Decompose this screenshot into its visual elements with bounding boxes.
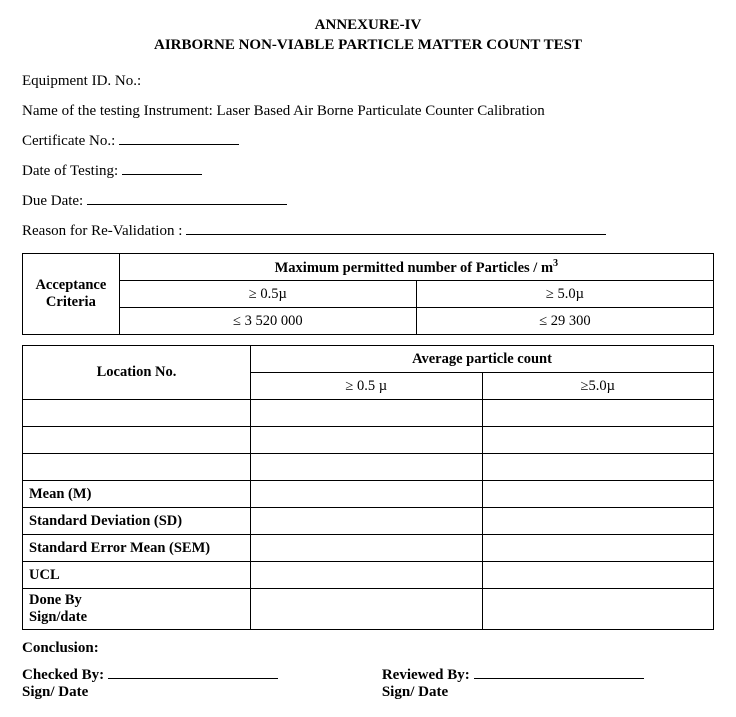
acceptance-top-header-text: Maximum permitted number of Particles / … xyxy=(275,259,553,275)
count-cell[interactable] xyxy=(482,589,714,630)
reviewed-by-label: Reviewed By: xyxy=(382,667,470,683)
count-cell[interactable] xyxy=(482,535,714,562)
conclusion-label: Conclusion: xyxy=(22,640,714,657)
acceptance-row-header: Acceptance Criteria xyxy=(23,254,120,335)
stat-label: Standard Error Mean (SEM) xyxy=(23,535,251,562)
count-data-row xyxy=(23,454,714,481)
count-data-row xyxy=(23,400,714,427)
count-stat-row: UCL xyxy=(23,562,714,589)
count-col2-header: ≥5.0µ xyxy=(482,373,714,400)
reason-field: Reason for Re-Validation : xyxy=(22,219,714,243)
reviewed-sign-date-label: Sign/ Date xyxy=(382,684,714,701)
acceptance-top-header: Maximum permitted number of Particles / … xyxy=(119,254,713,281)
location-header: Location No. xyxy=(23,346,251,400)
reason-label: Reason for Re-Validation : xyxy=(22,223,182,239)
title-block: ANNEXURE-IV AIRBORNE NON-VIABLE PARTICLE… xyxy=(22,16,714,55)
count-cell[interactable] xyxy=(251,400,482,427)
count-stat-row: Done By Sign/date xyxy=(23,589,714,630)
count-cell[interactable] xyxy=(23,427,251,454)
checked-by-label: Checked By: xyxy=(22,667,104,683)
acceptance-top-header-sup: 3 xyxy=(553,258,558,269)
stat-label: Standard Deviation (SD) xyxy=(23,508,251,535)
count-data-row xyxy=(23,427,714,454)
certificate-label: Certificate No.: xyxy=(22,133,115,149)
stat-label: Done By Sign/date xyxy=(23,589,251,630)
count-cell[interactable] xyxy=(251,454,482,481)
signature-row: Checked By: Sign/ Date Reviewed By: Sign… xyxy=(22,663,714,701)
count-cell[interactable] xyxy=(482,481,714,508)
date-of-testing-field: Date of Testing: xyxy=(22,159,714,183)
count-stat-row: Mean (M) xyxy=(23,481,714,508)
acceptance-col2-header: ≥ 5.0µ xyxy=(416,281,713,308)
acceptance-col1-value: ≤ 3 520 000 xyxy=(119,308,416,335)
count-cell[interactable] xyxy=(482,562,714,589)
checked-by-block: Checked By: Sign/ Date xyxy=(22,663,354,701)
date-of-testing-label: Date of Testing: xyxy=(22,163,118,179)
count-stat-row: Standard Deviation (SD) xyxy=(23,508,714,535)
title-line1: ANNEXURE-IV xyxy=(22,16,714,36)
count-cell[interactable] xyxy=(251,427,482,454)
count-cell[interactable] xyxy=(23,454,251,481)
checked-sign-date-label: Sign/ Date xyxy=(22,684,354,701)
particle-count-table: Location No. Average particle count ≥ 0.… xyxy=(22,345,714,630)
title-line2: AIRBORNE NON-VIABLE PARTICLE MATTER COUN… xyxy=(22,36,714,56)
reviewed-by-blank[interactable] xyxy=(474,663,644,679)
certificate-field: Certificate No.: xyxy=(22,129,714,153)
count-col1-header: ≥ 0.5 µ xyxy=(251,373,482,400)
reviewed-by-block: Reviewed By: Sign/ Date xyxy=(382,663,714,701)
date-of-testing-blank[interactable] xyxy=(122,159,202,175)
due-date-label: Due Date: xyxy=(22,193,83,209)
acceptance-col1-header: ≥ 0.5µ xyxy=(119,281,416,308)
count-cell[interactable] xyxy=(251,508,482,535)
checked-by-blank[interactable] xyxy=(108,663,278,679)
acceptance-col2-value: ≤ 29 300 xyxy=(416,308,713,335)
avg-header: Average particle count xyxy=(251,346,714,373)
reason-blank[interactable] xyxy=(186,219,606,235)
count-cell[interactable] xyxy=(482,454,714,481)
count-cell[interactable] xyxy=(482,400,714,427)
count-cell[interactable] xyxy=(251,481,482,508)
count-cell[interactable] xyxy=(251,589,482,630)
instrument-field: Name of the testing Instrument: Laser Ba… xyxy=(22,99,714,123)
certificate-blank[interactable] xyxy=(119,129,239,145)
due-date-field: Due Date: xyxy=(22,189,714,213)
count-cell[interactable] xyxy=(23,400,251,427)
count-cell[interactable] xyxy=(482,427,714,454)
equipment-id-field: Equipment ID. No.: xyxy=(22,69,714,93)
acceptance-criteria-table: Acceptance Criteria Maximum permitted nu… xyxy=(22,253,714,335)
count-stat-row: Standard Error Mean (SEM) xyxy=(23,535,714,562)
count-cell[interactable] xyxy=(251,562,482,589)
count-cell[interactable] xyxy=(482,508,714,535)
count-cell[interactable] xyxy=(251,535,482,562)
stat-label: UCL xyxy=(23,562,251,589)
stat-label: Mean (M) xyxy=(23,481,251,508)
due-date-blank[interactable] xyxy=(87,189,287,205)
